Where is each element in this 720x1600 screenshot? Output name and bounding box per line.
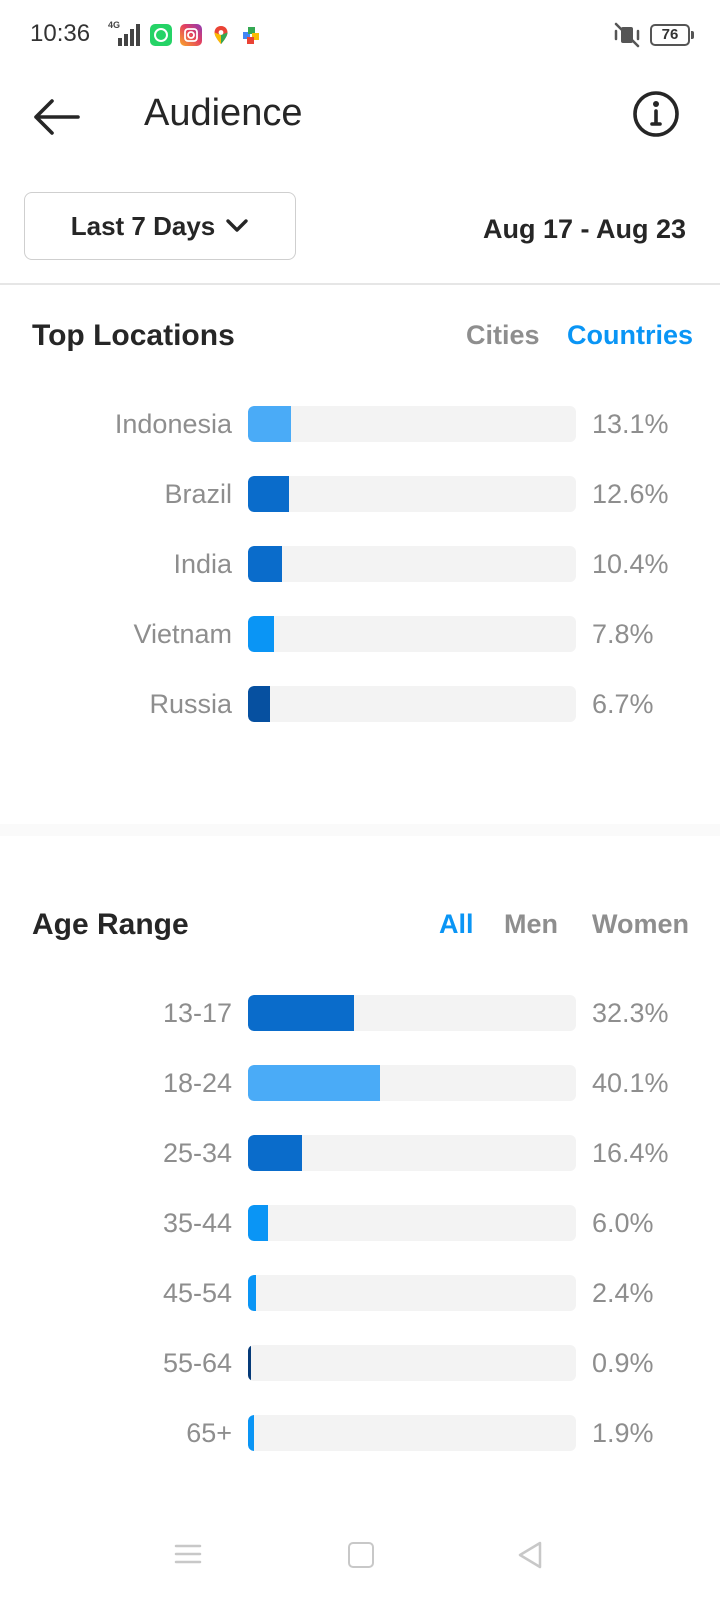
location-row: Vietnam 7.8% [0,614,720,654]
bar-track [248,546,576,582]
bar-fill [248,546,283,582]
age-range-title: Age Range [32,908,189,941]
bar-track [248,1415,576,1451]
age-row: 13-17 32.3% [0,993,720,1033]
age-label: 65+ [186,1418,232,1448]
age-value: 32.3% [592,998,669,1028]
date-range-text: Aug 17 - Aug 23 [482,214,686,244]
bar-fill [248,1065,380,1101]
bar-fill [248,1205,268,1241]
age-row: 35-44 6.0% [0,1203,720,1243]
network-type: 4G [108,20,121,30]
age-label: 18-24 [162,1068,232,1098]
age-label: 25-34 [162,1138,232,1168]
age-value: 16.4% [592,1138,669,1168]
bar-fill [248,995,354,1031]
app-header: Audience [0,72,720,162]
date-range-label: Last 7 Days [70,210,216,241]
back-arrow-icon[interactable] [28,94,84,140]
bar-fill [248,1415,255,1451]
bar-track [248,1205,576,1241]
age-row: 25-34 16.4% [0,1133,720,1173]
bar-track [248,1345,576,1381]
location-label: Brazil [164,479,232,509]
location-row: Brazil 12.6% [0,474,720,514]
bar-fill [248,406,291,442]
location-label: Indonesia [114,409,232,439]
age-row: 55-64 0.9% [0,1343,720,1383]
page-title: Audience [144,92,303,134]
age-label: 45-54 [162,1278,232,1308]
location-value: 6.7% [592,689,654,719]
age-value: 1.9% [592,1418,654,1448]
bar-fill [248,476,290,512]
age-row: 18-24 40.1% [0,1063,720,1103]
bar-track [248,1065,576,1101]
tab-all[interactable]: All [439,909,474,939]
age-value: 40.1% [592,1068,669,1098]
age-label: 35-44 [162,1208,232,1238]
bar-fill [248,1135,302,1171]
location-value: 10.4% [592,549,669,579]
bar-track [248,1275,576,1311]
location-value: 12.6% [592,479,669,509]
tab-men[interactable]: Men [504,909,558,939]
bar-track [248,686,576,722]
location-value: 13.1% [592,409,669,439]
home-icon[interactable] [348,1542,374,1568]
bar-fill [248,686,270,722]
bar-track [248,616,576,652]
section-separator [0,824,720,836]
age-value: 0.9% [592,1348,654,1378]
maps-icon [210,24,232,46]
bar-fill [248,1345,251,1381]
games-icon [240,24,262,46]
bar-track [248,1135,576,1171]
location-row: Indonesia 13.1% [0,404,720,444]
tab-women[interactable]: Women [592,909,690,939]
bar-fill [248,616,274,652]
age-label: 13-17 [162,998,232,1028]
nav-back-icon[interactable] [516,1540,544,1570]
location-row: India 10.4% [0,544,720,584]
instagram-icon [180,24,202,46]
divider [0,283,720,285]
location-value: 7.8% [592,619,654,649]
system-nav-bar [0,1520,720,1600]
location-label: Vietnam [133,619,232,649]
status-time: 10:36 [30,20,91,47]
bar-track [248,406,576,442]
age-label: 55-64 [162,1348,232,1378]
menu-icon[interactable] [174,1542,202,1566]
info-icon[interactable] [628,86,684,142]
battery-icon: 76 [650,24,694,46]
age-value: 6.0% [592,1208,654,1238]
location-label: India [173,549,232,579]
age-row: 45-54 2.4% [0,1273,720,1313]
location-row: Russia 6.7% [0,684,720,724]
bar-fill [248,1275,256,1311]
date-range-dropdown[interactable]: Last 7 Days [24,192,296,260]
top-locations-title: Top Locations [32,319,235,352]
chevron-down-icon [226,219,248,232]
age-value: 2.4% [592,1278,654,1308]
signal-icon [118,24,140,46]
mute-icon [614,22,640,48]
age-row: 65+ 1.9% [0,1413,720,1453]
tab-cities[interactable]: Cities [466,320,540,350]
bar-track [248,476,576,512]
whatsapp-icon [150,24,172,46]
tab-countries[interactable]: Countries [567,320,694,350]
status-bar: 10:36 4G 76 [0,0,720,72]
location-label: Russia [149,689,232,719]
bar-track [248,995,576,1031]
